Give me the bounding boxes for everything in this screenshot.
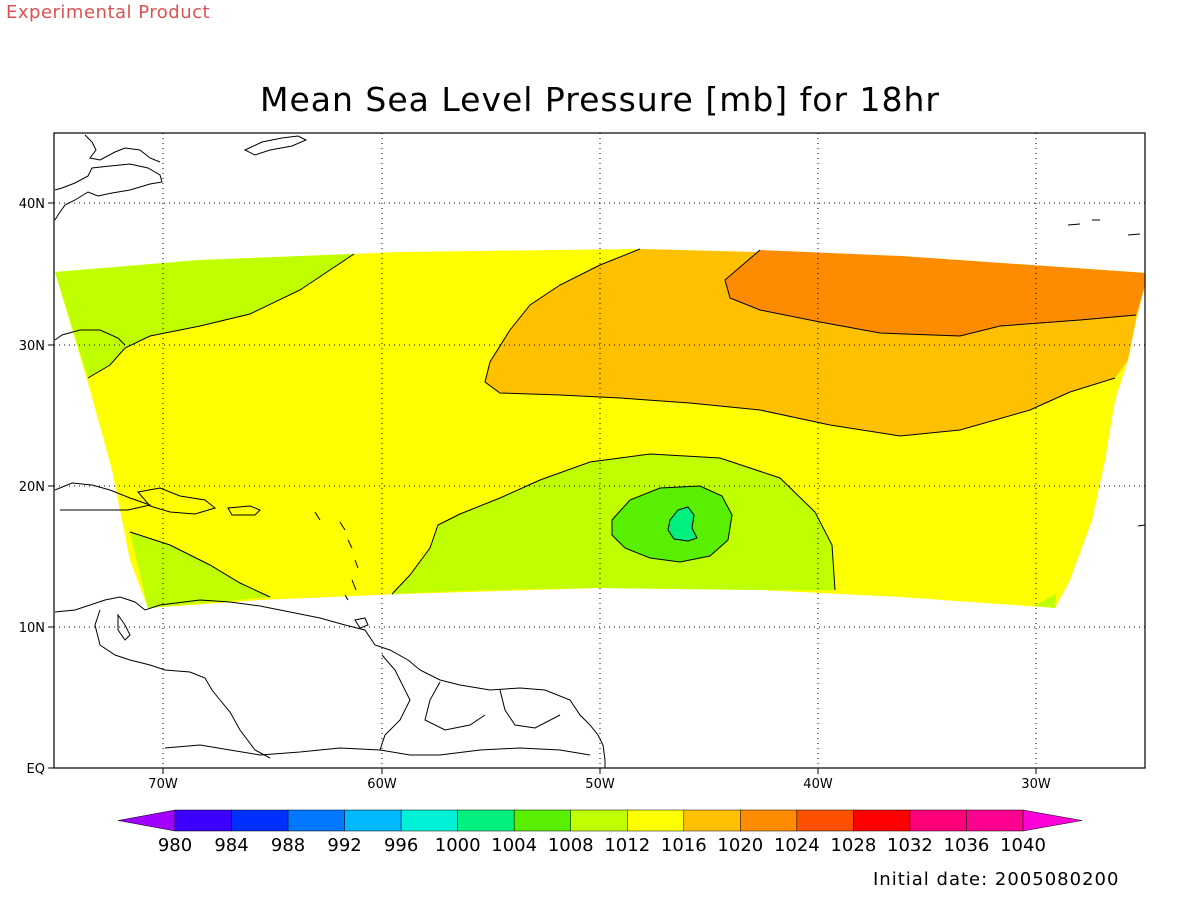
isobar-contours (87, 248, 1137, 598)
coastline-venezuela-interior (94, 609, 271, 759)
lat-label-eq: EQ (27, 762, 45, 777)
lon-label-30w: 30W (1021, 777, 1051, 792)
pressure-region-1008-1012-sw (130, 532, 270, 608)
isobar-1012-central (391, 453, 836, 595)
colorbar-level-label: 1036 (944, 835, 990, 856)
colorbar-arrow-low (117, 809, 176, 832)
colorbar-level-label: 1028 (830, 835, 876, 856)
colorbar-level-label: 1020 (717, 835, 763, 856)
colorbar-swatch (909, 809, 967, 832)
pressure-region-1020-1024 (725, 250, 1145, 336)
initial-date: Initial date: 2005080200 (873, 869, 1120, 890)
gridlines (54, 133, 1145, 768)
colorbar-swatch (513, 809, 571, 832)
colorbar-swatch (287, 809, 345, 832)
lat-label-30n: 30N (19, 339, 45, 354)
lat-label-20n: 20N (19, 480, 45, 495)
colorbar-labels: 980 984 988 992 996 1000 1004 1008 1012 1016 1020 1… (158, 835, 1046, 856)
lat-tick-labels: EQ 10N 20N 30N 40N (19, 197, 45, 777)
colorbar-level-label: 988 (271, 835, 305, 856)
coastline-florida (54, 329, 126, 346)
colorbar-swatch (344, 809, 402, 832)
colorbar-level-label: 1024 (774, 835, 820, 856)
isobar-1020 (724, 249, 1137, 337)
lon-tick-labels: 70W 60W 50W 40W 30W (148, 777, 1051, 792)
coastline-border-french-guiana (499, 689, 561, 729)
coastline-puerto-rico (227, 505, 261, 516)
map-title: Mean Sea Level Pressure [mb] for 18hr (259, 80, 941, 119)
colorbar-swatch (796, 809, 854, 832)
pressure-region-1008-1012-nw (55, 254, 354, 378)
coastline-newfoundland (243, 135, 308, 156)
colorbar-level-label: 1012 (604, 835, 650, 856)
isobar-1016 (484, 248, 1116, 437)
colorbar-swatch (740, 809, 798, 832)
colorbar-swatch (570, 809, 628, 832)
isobar-1004 (667, 506, 698, 542)
coastline-border-suriname (424, 681, 486, 731)
lon-label-40w: 40W (803, 777, 833, 792)
experimental-product-label: Experimental Product (6, 2, 211, 23)
coastline-lesser-antilles (314, 511, 359, 601)
colorbar-level-label: 1032 (887, 835, 933, 856)
isobar-1012-nw (87, 253, 355, 379)
colorbar-level-label: 996 (384, 835, 418, 856)
colorbar-swatch (174, 809, 232, 832)
colorbar-level-label: 992 (327, 835, 361, 856)
colorbar-swatch (231, 809, 289, 832)
coastline-cape-verde (1137, 524, 1146, 527)
colorbar-level-label: 1008 (548, 835, 594, 856)
coastline-south-america (54, 596, 606, 768)
coastline-cuba (54, 482, 152, 511)
lon-label-70w: 70W (148, 777, 178, 792)
colorbar-swatch (853, 809, 911, 832)
coastline-canada (84, 134, 161, 163)
colorbar-level-label: 984 (214, 835, 248, 856)
isobar-1012-sw (129, 531, 271, 598)
tick-marks (48, 202, 1037, 774)
colorbar (117, 809, 1083, 832)
colorbar-level-label: 1004 (491, 835, 537, 856)
lat-label-10n: 10N (19, 621, 45, 636)
isobar-1008 (611, 485, 733, 563)
pressure-region-1000-1004 (668, 507, 697, 541)
colorbar-arrow-high (1022, 809, 1083, 832)
colorbar-swatch (683, 809, 741, 832)
lat-label-40n: 40N (19, 197, 45, 212)
colorbar-swatch (400, 809, 458, 832)
colorbar-level-label: 1040 (1000, 835, 1046, 856)
coastline-north-america (54, 163, 163, 221)
colorbar-level-label: 1000 (435, 835, 481, 856)
colorbar-level-label: 1016 (661, 835, 707, 856)
lon-label-60w: 60W (367, 777, 397, 792)
colorbar-swatch (966, 809, 1024, 832)
colorbar-level-label: 980 (158, 835, 192, 856)
coastline-lake-maracaibo (117, 613, 131, 641)
coastline-border-guyana (379, 654, 411, 751)
coastline-brazil-north (164, 744, 591, 756)
pressure-region-1008-1012-east (1035, 594, 1056, 608)
coastline-hispaniola (137, 487, 217, 515)
colorbar-swatch (457, 809, 515, 832)
colorbar-swatch (627, 809, 685, 832)
coastline-azores (1067, 219, 1141, 236)
coastline-trinidad (354, 617, 369, 629)
lon-label-50w: 50W (585, 777, 615, 792)
coastlines (54, 134, 1146, 768)
